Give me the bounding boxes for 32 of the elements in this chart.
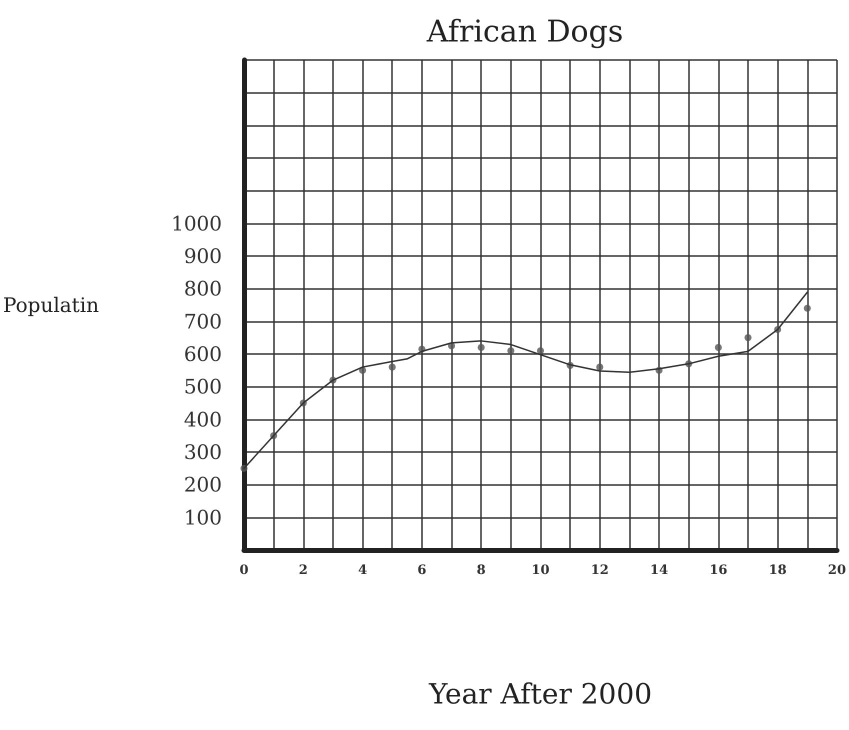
point [804, 304, 811, 312]
y-tick-label: 300 [184, 440, 222, 464]
point [536, 347, 544, 354]
x-tick-label: 0 [239, 563, 249, 578]
y-axis-title: Populatin [2, 293, 100, 317]
y-tick-label: 400 [184, 407, 222, 432]
x-tick-label: 14 [650, 563, 668, 578]
y-tick-label: 500 [184, 374, 222, 399]
y-tick-label: 100 [184, 505, 222, 530]
point [744, 334, 752, 342]
x-tick-label: 18 [768, 563, 787, 578]
point [714, 344, 722, 351]
point [507, 347, 514, 354]
x-axis-title: Year After 2000 [428, 678, 652, 710]
x-tick-label: 2 [298, 563, 308, 578]
chart-title: African Dogs [426, 14, 624, 50]
y-tick-label: 600 [184, 342, 222, 366]
y-tick-label: 700 [184, 309, 222, 334]
x-tick-label: 10 [531, 563, 550, 578]
point [388, 364, 396, 371]
x-tick-label: 20 [828, 563, 846, 578]
y-tick-label: 900 [184, 244, 222, 268]
y-tick-label: 800 [184, 276, 222, 301]
point [478, 344, 485, 351]
x-tick-label: 6 [417, 563, 426, 578]
x-tick-label: 4 [358, 563, 368, 578]
x-tick-label: 8 [476, 563, 486, 578]
x-tick-label: 16 [709, 563, 728, 578]
y-tick-label: 1000 [171, 211, 222, 236]
point [596, 364, 604, 371]
y-tick-label: 200 [184, 472, 222, 497]
x-tick-label: 12 [590, 563, 609, 578]
